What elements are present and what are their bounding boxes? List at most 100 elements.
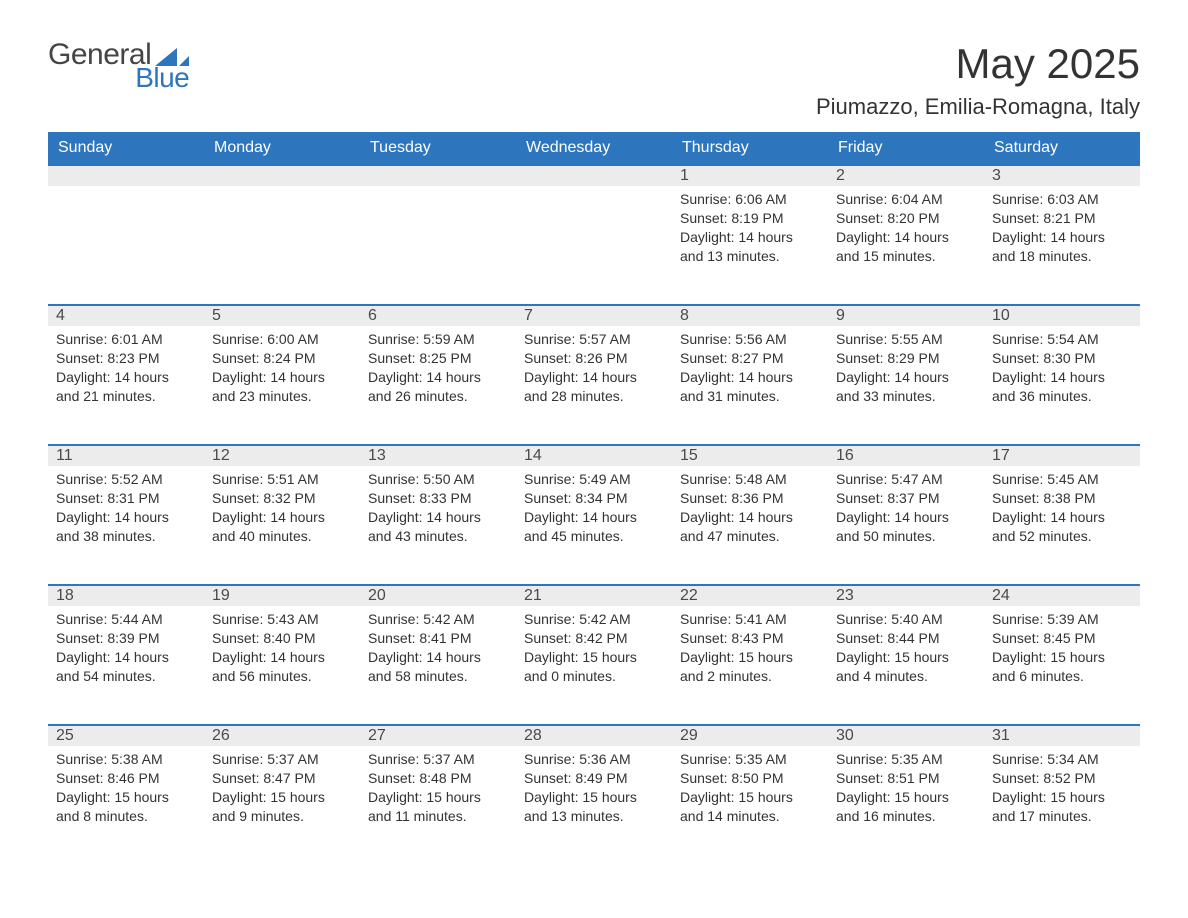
daylight-text: Daylight: 14 hours and 36 minutes.	[992, 368, 1132, 406]
day-cell: 16Sunrise: 5:47 AMSunset: 8:37 PMDayligh…	[828, 444, 984, 584]
day-details: Sunrise: 5:35 AMSunset: 8:50 PMDaylight:…	[672, 746, 828, 834]
day-cell: 2Sunrise: 6:04 AMSunset: 8:20 PMDaylight…	[828, 164, 984, 304]
day-number: 30	[828, 724, 984, 746]
day-number: 25	[48, 724, 204, 746]
day-number: 11	[48, 444, 204, 466]
day-cell: 29Sunrise: 5:35 AMSunset: 8:50 PMDayligh…	[672, 724, 828, 864]
daylight-text: Daylight: 14 hours and 54 minutes.	[56, 648, 196, 686]
daylight-text: Daylight: 15 hours and 6 minutes.	[992, 648, 1132, 686]
day-cell: 3Sunrise: 6:03 AMSunset: 8:21 PMDaylight…	[984, 164, 1140, 304]
day-details: Sunrise: 5:43 AMSunset: 8:40 PMDaylight:…	[204, 606, 360, 694]
sunrise-text: Sunrise: 5:47 AM	[836, 470, 976, 489]
day-details: Sunrise: 5:56 AMSunset: 8:27 PMDaylight:…	[672, 326, 828, 414]
day-details: Sunrise: 5:40 AMSunset: 8:44 PMDaylight:…	[828, 606, 984, 694]
sunset-text: Sunset: 8:26 PM	[524, 349, 664, 368]
empty-day-bar	[360, 164, 516, 186]
daylight-text: Daylight: 14 hours and 43 minutes.	[368, 508, 508, 546]
sunset-text: Sunset: 8:43 PM	[680, 629, 820, 648]
day-number: 16	[828, 444, 984, 466]
daylight-text: Daylight: 14 hours and 50 minutes.	[836, 508, 976, 546]
day-number: 2	[828, 164, 984, 186]
sunset-text: Sunset: 8:32 PM	[212, 489, 352, 508]
day-details: Sunrise: 5:54 AMSunset: 8:30 PMDaylight:…	[984, 326, 1140, 414]
weekday-header: Saturday	[984, 132, 1140, 164]
sunrise-text: Sunrise: 5:42 AM	[524, 610, 664, 629]
sunrise-text: Sunrise: 5:40 AM	[836, 610, 976, 629]
sunrise-text: Sunrise: 5:37 AM	[212, 750, 352, 769]
day-number: 4	[48, 304, 204, 326]
weekday-header-row: SundayMondayTuesdayWednesdayThursdayFrid…	[48, 132, 1140, 164]
sunrise-text: Sunrise: 5:57 AM	[524, 330, 664, 349]
sunrise-text: Sunrise: 5:44 AM	[56, 610, 196, 629]
day-details: Sunrise: 5:51 AMSunset: 8:32 PMDaylight:…	[204, 466, 360, 554]
sunrise-text: Sunrise: 5:37 AM	[368, 750, 508, 769]
sunset-text: Sunset: 8:52 PM	[992, 769, 1132, 788]
sunrise-text: Sunrise: 5:52 AM	[56, 470, 196, 489]
weekday-header: Friday	[828, 132, 984, 164]
day-cell: 27Sunrise: 5:37 AMSunset: 8:48 PMDayligh…	[360, 724, 516, 864]
day-cell: 6Sunrise: 5:59 AMSunset: 8:25 PMDaylight…	[360, 304, 516, 444]
day-number: 17	[984, 444, 1140, 466]
daylight-text: Daylight: 15 hours and 2 minutes.	[680, 648, 820, 686]
daylight-text: Daylight: 14 hours and 33 minutes.	[836, 368, 976, 406]
day-number: 23	[828, 584, 984, 606]
sunset-text: Sunset: 8:48 PM	[368, 769, 508, 788]
day-cell: 22Sunrise: 5:41 AMSunset: 8:43 PMDayligh…	[672, 584, 828, 724]
day-number: 26	[204, 724, 360, 746]
daylight-text: Daylight: 14 hours and 18 minutes.	[992, 228, 1132, 266]
day-number: 13	[360, 444, 516, 466]
weekday-header: Sunday	[48, 132, 204, 164]
day-cell: 25Sunrise: 5:38 AMSunset: 8:46 PMDayligh…	[48, 724, 204, 864]
empty-day-bar	[204, 164, 360, 186]
day-number: 28	[516, 724, 672, 746]
calendar-row: 4Sunrise: 6:01 AMSunset: 8:23 PMDaylight…	[48, 304, 1140, 444]
sunrise-text: Sunrise: 6:06 AM	[680, 190, 820, 209]
sunrise-text: Sunrise: 5:43 AM	[212, 610, 352, 629]
daylight-text: Daylight: 14 hours and 21 minutes.	[56, 368, 196, 406]
day-details: Sunrise: 5:44 AMSunset: 8:39 PMDaylight:…	[48, 606, 204, 694]
day-number: 8	[672, 304, 828, 326]
sunrise-text: Sunrise: 6:01 AM	[56, 330, 196, 349]
day-details: Sunrise: 5:45 AMSunset: 8:38 PMDaylight:…	[984, 466, 1140, 554]
sunrise-text: Sunrise: 5:42 AM	[368, 610, 508, 629]
sunset-text: Sunset: 8:51 PM	[836, 769, 976, 788]
day-number: 1	[672, 164, 828, 186]
calendar-row: 25Sunrise: 5:38 AMSunset: 8:46 PMDayligh…	[48, 724, 1140, 864]
daylight-text: Daylight: 14 hours and 52 minutes.	[992, 508, 1132, 546]
sunset-text: Sunset: 8:31 PM	[56, 489, 196, 508]
weekday-header: Wednesday	[516, 132, 672, 164]
sunset-text: Sunset: 8:27 PM	[680, 349, 820, 368]
day-number: 31	[984, 724, 1140, 746]
day-number: 5	[204, 304, 360, 326]
day-number: 20	[360, 584, 516, 606]
calendar-row: 1Sunrise: 6:06 AMSunset: 8:19 PMDaylight…	[48, 164, 1140, 304]
daylight-text: Daylight: 15 hours and 17 minutes.	[992, 788, 1132, 826]
day-cell: 4Sunrise: 6:01 AMSunset: 8:23 PMDaylight…	[48, 304, 204, 444]
sunrise-text: Sunrise: 5:48 AM	[680, 470, 820, 489]
daylight-text: Daylight: 14 hours and 47 minutes.	[680, 508, 820, 546]
sunset-text: Sunset: 8:44 PM	[836, 629, 976, 648]
day-number: 27	[360, 724, 516, 746]
day-cell: 10Sunrise: 5:54 AMSunset: 8:30 PMDayligh…	[984, 304, 1140, 444]
sunset-text: Sunset: 8:38 PM	[992, 489, 1132, 508]
empty-cell	[360, 164, 516, 304]
day-number: 7	[516, 304, 672, 326]
day-details: Sunrise: 5:35 AMSunset: 8:51 PMDaylight:…	[828, 746, 984, 834]
sunrise-text: Sunrise: 5:59 AM	[368, 330, 508, 349]
sunset-text: Sunset: 8:41 PM	[368, 629, 508, 648]
sunset-text: Sunset: 8:49 PM	[524, 769, 664, 788]
daylight-text: Daylight: 14 hours and 23 minutes.	[212, 368, 352, 406]
day-number: 12	[204, 444, 360, 466]
daylight-text: Daylight: 14 hours and 26 minutes.	[368, 368, 508, 406]
empty-day-bar	[516, 164, 672, 186]
sunset-text: Sunset: 8:40 PM	[212, 629, 352, 648]
daylight-text: Daylight: 15 hours and 4 minutes.	[836, 648, 976, 686]
sunset-text: Sunset: 8:29 PM	[836, 349, 976, 368]
day-cell: 7 Sunrise: 5:57 AMSunset: 8:26 PMDaylight…	[516, 304, 672, 444]
sunset-text: Sunset: 8:45 PM	[992, 629, 1132, 648]
day-details: Sunrise: 5:41 AMSunset: 8:43 PMDaylight:…	[672, 606, 828, 694]
daylight-text: Daylight: 14 hours and 28 minutes.	[524, 368, 664, 406]
empty-cell	[204, 164, 360, 304]
day-details: Sunrise: 5:47 AMSunset: 8:37 PMDaylight:…	[828, 466, 984, 554]
day-details: Sunrise: 5:49 AMSunset: 8:34 PMDaylight:…	[516, 466, 672, 554]
